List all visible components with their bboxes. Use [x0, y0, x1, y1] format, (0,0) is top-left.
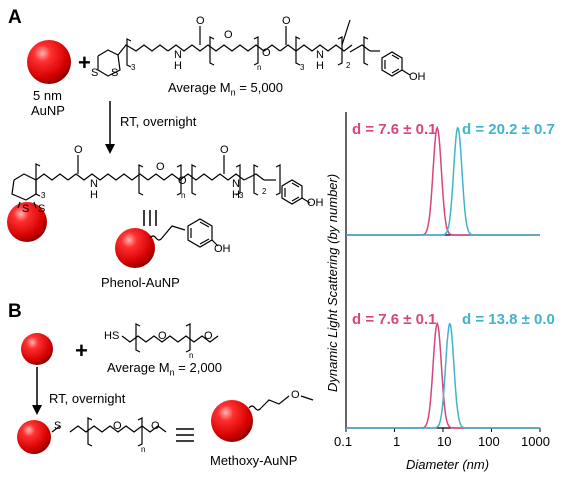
aunp-sphere-a-product: [7, 202, 47, 242]
reaction-arrow-b: [32, 367, 42, 415]
reaction-arrow-a: [105, 101, 115, 154]
reagent-a-ether-o2: O: [262, 47, 271, 59]
product-a-h2: H: [232, 189, 240, 201]
product-a-sub2: 2: [262, 187, 267, 196]
chart-x-axis-label: Diameter (nm): [406, 457, 490, 472]
reagent-a-sub2: 2: [346, 61, 351, 70]
reagent-a-s1: S: [91, 67, 99, 79]
reagent-a-carbonyl-o2: O: [282, 15, 291, 27]
dls-curve-panel2-series2: [346, 322, 540, 429]
reaction-conditions-a: RT, overnight: [120, 114, 197, 129]
reagent-b-ether-o1: O: [158, 330, 167, 342]
reagent-a-h2: H: [316, 60, 324, 72]
reagent-a-n2: N: [316, 49, 324, 61]
product-b-s: S: [54, 420, 62, 432]
x-tick-label-4: 1000: [521, 434, 550, 449]
reagent-a-s2: S: [111, 67, 119, 79]
product-b-subn: n: [141, 445, 146, 454]
bottom-label-magenta: d = 7.6 ± 0.1: [352, 311, 437, 328]
top-label-magenta: d = 7.6 ± 0.1: [352, 121, 437, 138]
product-a-carbonyl-o2: O: [220, 144, 229, 156]
reagent-a-oh: OH: [409, 71, 426, 83]
reagent-b-mn-label: Average Mn = 2,000: [107, 360, 223, 378]
product-a-ether-o2: O: [178, 175, 187, 187]
panel-a-label: A: [8, 7, 22, 28]
reagent-a-n1: N: [174, 49, 182, 61]
reagent-a-ether-o1: O: [224, 29, 233, 41]
product-b-ether-o2: O: [151, 420, 160, 432]
reaction-conditions-b: RT, overnight: [49, 391, 126, 406]
plus-sign-a: +: [78, 50, 91, 75]
product-a-structure: [11, 155, 311, 209]
aunp-sphere-b-product: [17, 420, 51, 454]
reagent-a-subn: n: [257, 63, 262, 72]
reagent-b-subn: n: [189, 351, 194, 360]
chart-y-axis-label: Dynamic Light Scattering (by number): [325, 173, 340, 392]
top-label-cyan: d = 20.2 ± 0.7: [462, 121, 555, 138]
product-a-h1: H: [90, 189, 98, 201]
product-a-carbonyl-o1: O: [74, 144, 83, 156]
methoxy-o: O: [291, 389, 300, 401]
aunp-sphere-b-methoxy: [211, 400, 253, 442]
product-a-s1: S: [22, 203, 30, 215]
reagent-a-sub3: 3: [131, 63, 136, 72]
equivalence-b-symbol: [176, 428, 194, 442]
phenol-linker-structure: [149, 218, 219, 248]
x-tick-label-3: 100: [478, 434, 500, 449]
phenol-aunp-label: Phenol-AuNP: [101, 275, 180, 290]
product-a-n2: N: [232, 178, 240, 190]
reagent-a-h1: H: [174, 60, 182, 72]
aunp-sphere-a-phenol: [115, 228, 155, 268]
methoxy-aunp-label: Methoxy-AuNP: [210, 453, 298, 468]
aunp-sphere-a-reactant: [27, 40, 71, 84]
reagent-b-structure: [121, 323, 219, 353]
product-a-s2: S: [38, 203, 46, 215]
reagent-a-mn-label: Average Mn = 5,000: [168, 80, 284, 98]
plus-sign-b: +: [75, 338, 88, 363]
x-tick-label-1: 1: [393, 434, 401, 449]
methoxy-linker-structure: [248, 395, 314, 411]
aunp-label: AuNP: [31, 103, 65, 118]
dls-curve-panel2-series1: [346, 321, 540, 429]
panel-b-label: B: [8, 301, 22, 322]
reagent-a-sub3b: 3: [300, 63, 305, 72]
product-a-oh: OH: [307, 197, 324, 209]
bottom-label-cyan: d = 13.8 ± 0.0: [462, 311, 555, 328]
reagent-a-carbonyl-o1: O: [196, 15, 205, 27]
product-a-ether-o1: O: [156, 161, 165, 173]
aunp-size-label: 5 nm: [33, 88, 62, 103]
product-a-sub3: 3: [41, 191, 46, 200]
reagent-b-hs: HS: [104, 330, 120, 342]
x-tick-label-2: 10: [437, 434, 452, 449]
phenol-oh: OH: [214, 243, 231, 255]
dls-curve-panel1-series1: [346, 125, 540, 236]
product-b-structure: [51, 417, 167, 447]
reagent-a-structure: [97, 19, 411, 77]
product-a-subn: n: [181, 191, 186, 200]
equivalence-a-symbol: [143, 210, 157, 226]
product-a-sub3b: 3: [239, 191, 244, 200]
chart-curves: [346, 125, 540, 429]
product-a-n1: N: [90, 178, 98, 190]
reagent-b-ether-o2: O: [204, 330, 213, 342]
dls-curve-panel1-series2: [346, 126, 540, 236]
product-b-ether-o1: O: [113, 420, 122, 432]
x-tick-label-0: 0.1: [334, 434, 353, 449]
aunp-sphere-b-reactant: [21, 333, 53, 365]
